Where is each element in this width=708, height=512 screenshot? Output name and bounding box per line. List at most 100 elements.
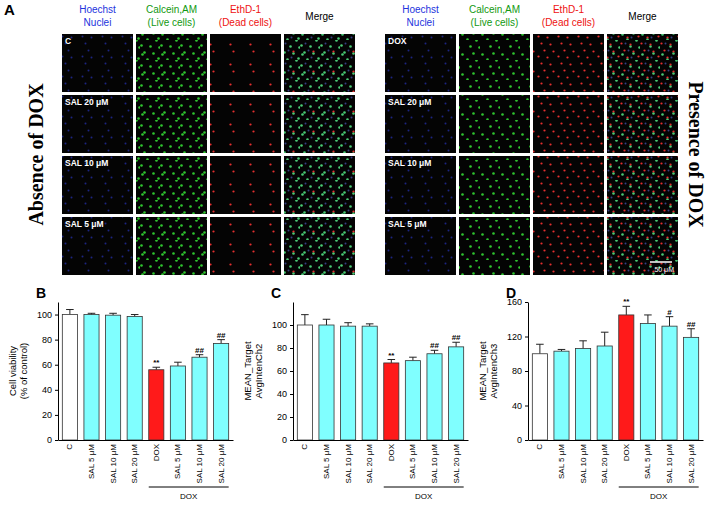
x-tick: C (65, 444, 74, 450)
y-tick-mark (290, 348, 293, 349)
x-tick-label: SAL 20 μM (365, 444, 374, 484)
bar (149, 370, 164, 440)
significance-label: ## (687, 320, 696, 329)
y-tick-mark (55, 390, 58, 391)
micrograph (136, 156, 207, 214)
error-bar (304, 315, 305, 325)
micrograph (533, 217, 604, 275)
bar (127, 316, 142, 440)
y-tick: 100 (272, 320, 293, 330)
x-axis: CSAL 5 μMSAL 10 μMSAL 20 μMDOXSAL 5 μMSA… (294, 441, 469, 484)
micrograph (62, 156, 133, 214)
y-axis-line (293, 303, 294, 441)
error-bar (626, 306, 627, 315)
group-label: DOX (650, 492, 668, 501)
x-tick-label: C (300, 444, 309, 450)
plot-marks (532, 306, 698, 440)
bar (384, 363, 399, 440)
x-axis: CSAL 5 μMSAL 10 μMSAL 20 μMDOXSAL 5 μMSA… (529, 441, 704, 484)
y-axis: 020406080100 (272, 303, 294, 446)
x-tick: SAL 5 μM (87, 444, 96, 479)
y-tick: 80 (512, 366, 528, 376)
error-bar (583, 341, 584, 349)
x-tick: DOX (152, 443, 161, 461)
y-tick-mark (290, 417, 293, 418)
micrograph (607, 95, 678, 153)
x-axis-line (294, 440, 469, 441)
micrograph (607, 34, 678, 92)
y-tick-label: 80 (277, 343, 287, 353)
group-line (149, 487, 229, 488)
side-title: Absence of DOX (25, 83, 47, 226)
error-bar (177, 362, 178, 366)
significance-label: ** (623, 297, 630, 306)
y-tick-label: 40 (277, 389, 287, 399)
y-tick-mark (55, 365, 58, 366)
y-axis-title: MEAN_Target (477, 341, 488, 400)
error-bar (669, 317, 670, 326)
bar (214, 343, 229, 440)
x-tick-label: SAL 5 μM (557, 444, 566, 479)
row-label: DOX (388, 36, 407, 46)
micrograph (385, 217, 456, 275)
x-tick: DOX (622, 443, 631, 461)
x-axis-line (59, 440, 234, 441)
chart-D: DMEAN_TargetAvgIntenCh304080120160CSAL 5… (477, 285, 704, 501)
y-tick-label: 80 (42, 335, 52, 345)
micrograph (533, 34, 604, 92)
x-tick-label: SAL 5 μM (643, 444, 652, 479)
bar (319, 325, 334, 440)
bar (662, 326, 677, 440)
micrograph (459, 217, 530, 275)
error-cap (366, 323, 374, 324)
x-tick: DOX (387, 443, 396, 461)
x-tick: C (535, 444, 544, 450)
bar (554, 351, 569, 440)
y-axis-title: (% of control) (18, 343, 29, 400)
y-axis-line (528, 303, 529, 441)
error-cap (601, 332, 609, 333)
micrograph (533, 95, 604, 153)
bar (84, 315, 99, 440)
y-axis-title: Cell viability (7, 346, 18, 396)
column-header: EthD-1 (230, 4, 262, 15)
bar (192, 357, 207, 440)
y-tick-mark (525, 302, 528, 303)
y-tick-mark (525, 337, 528, 338)
x-tick-label: C (65, 444, 74, 450)
row-label: SAL 10 μM (388, 158, 431, 168)
error-bar (348, 323, 349, 326)
bar (597, 346, 612, 440)
x-tick: SAL 10 μM (430, 444, 439, 484)
micrograph (284, 95, 355, 153)
row-label: SAL 10 μM (65, 158, 108, 168)
x-tick-label: SAL 5 μM (173, 444, 182, 479)
y-tick-mark (290, 371, 293, 372)
x-tick: SAL 5 μM (408, 444, 417, 479)
panel-label: C (271, 285, 281, 301)
x-tick-label: SAL 10 μM (109, 444, 118, 484)
micrograph (385, 156, 456, 214)
x-tick: SAL 20 μM (452, 444, 461, 484)
y-tick-label: 20 (42, 410, 52, 420)
y-tick-label: 60 (277, 366, 287, 376)
column-header: Nuclei (407, 17, 435, 28)
y-tick-mark (525, 406, 528, 407)
bar (62, 315, 77, 440)
column-header: (Live cells) (148, 17, 196, 28)
bar (449, 347, 464, 440)
micrograph (210, 156, 281, 214)
micrograph (607, 217, 678, 275)
y-tick: 80 (42, 335, 58, 345)
x-tick-label: SAL 20 μM (687, 444, 696, 484)
significance-label: # (667, 308, 672, 317)
y-tick: 120 (507, 332, 528, 342)
column-header: Hoechst (402, 4, 439, 15)
micrograph (385, 34, 456, 92)
micrograph (210, 34, 281, 92)
y-tick-label: 0 (282, 435, 287, 445)
micrograph (210, 217, 281, 275)
figure: AAbsence of DOXHoechstNucleiCSAL 20 μMSA… (0, 0, 708, 512)
error-bar (69, 310, 70, 315)
bar (532, 354, 547, 440)
